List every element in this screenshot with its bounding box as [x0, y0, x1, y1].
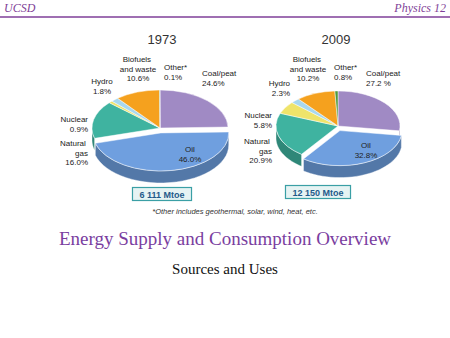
- slice-label: Other*: [334, 63, 357, 72]
- slice-label-line: Oil: [185, 145, 195, 154]
- slice: [95, 132, 228, 171]
- total-box: 6 111 Mtoe: [132, 188, 191, 201]
- slice: [118, 90, 160, 128]
- slice-label-line: Biofuels: [123, 55, 154, 64]
- slice-label-line: Other*: [164, 63, 187, 72]
- slice-label-line: gas: [75, 149, 88, 158]
- slice-label: Natural gas: [244, 137, 272, 156]
- total-box-frame: [285, 186, 350, 199]
- slice-value: 1.8%: [93, 87, 111, 96]
- slice-value: 0.8%: [334, 73, 352, 82]
- slice-label: Hydro: [91, 77, 113, 86]
- slice-label-line: Oil: [361, 141, 371, 150]
- slice-label: Nuclear: [244, 111, 272, 120]
- slice-label: Biofuels and waste: [120, 55, 157, 74]
- slice-label: Other*: [164, 63, 187, 72]
- slide-title: Energy Supply and Consumption Overview: [59, 228, 391, 249]
- slice-label-line: Natural: [244, 137, 272, 146]
- slice-label-line: gas: [259, 147, 272, 156]
- slice-label: Oil: [185, 145, 195, 154]
- slice-value: 16.0%: [65, 158, 88, 167]
- slice-value: 2.3%: [272, 89, 290, 98]
- slice-label: Nuclear: [60, 115, 88, 124]
- total-label: 6 111 Mtoe: [139, 190, 184, 200]
- slide-canvas: UCSDPhysics 121973Coal/peat24.6%Oil46.0%…: [0, 0, 450, 338]
- header-right: Physics 12: [393, 1, 446, 15]
- slice-label-line: and waste: [290, 65, 327, 74]
- slice-label: Coal/peat: [202, 69, 237, 78]
- slice-value: 32.8%: [355, 151, 378, 160]
- slice-value: 20.9%: [249, 156, 272, 165]
- slice-value: 5.8%: [254, 121, 272, 130]
- slice-value: 10.6%: [127, 74, 150, 83]
- slice-label: Biofuels and waste: [290, 55, 327, 74]
- slice-value: 27.2 %: [366, 79, 391, 88]
- slice: [160, 90, 228, 128]
- slice-label: Hydro: [269, 79, 291, 88]
- slice-label-line: Natural: [60, 139, 88, 148]
- slice-label: Natural gas: [60, 139, 88, 158]
- slice: [335, 91, 338, 126]
- slice: [159, 90, 160, 128]
- slice-label-line: Hydro: [269, 79, 291, 88]
- pie-chart: 2009 Coal/peat27.2 % Oil32.8% Natural gas20…: [244, 32, 401, 199]
- slice-label-line: Coal/peat: [366, 69, 401, 78]
- slide-subtitle: Sources and Uses: [172, 261, 278, 277]
- slice-value: 0.1%: [164, 73, 182, 82]
- slice: [298, 91, 338, 126]
- slice-side: [95, 133, 228, 183]
- slice-label-line: Nuclear: [244, 111, 272, 120]
- slice-label-line: Biofuels: [293, 55, 324, 64]
- slice-label-line: Hydro: [91, 77, 113, 86]
- slice-value: 0.9%: [70, 125, 88, 134]
- slice-label-line: Other*: [334, 63, 357, 72]
- footnote: *Other includes geothermal, solar, wind,…: [152, 207, 318, 216]
- header-rule: [0, 16, 450, 18]
- slice-label-line: and waste: [120, 65, 157, 74]
- slice: [338, 91, 400, 131]
- slice-label: Coal/peat: [366, 69, 401, 78]
- slice-value: 24.6%: [202, 79, 225, 88]
- pie-chart: 1973 Coal/peat24.6% Oil46.0% Natural gas16.…: [60, 32, 237, 201]
- slice-value: 46.0%: [179, 155, 202, 164]
- pie-slices: [276, 91, 401, 178]
- total-label: 12 150 Mtoe: [292, 188, 343, 198]
- total-box: 12 150 Mtoe: [285, 186, 350, 199]
- chart-title: 2009: [322, 32, 351, 47]
- slice-label: Oil: [361, 141, 371, 150]
- pie-slices: [92, 90, 229, 183]
- slice-label-line: Nuclear: [60, 115, 88, 124]
- header-left: UCSD: [4, 1, 36, 15]
- chart-title: 1973: [148, 32, 177, 47]
- slice-label-line: Coal/peat: [202, 69, 237, 78]
- slide: UCSDPhysics 121973Coal/peat24.6%Oil46.0%…: [0, 0, 450, 338]
- total-box-frame: [132, 188, 191, 201]
- slice-value: 10.2%: [297, 74, 320, 83]
